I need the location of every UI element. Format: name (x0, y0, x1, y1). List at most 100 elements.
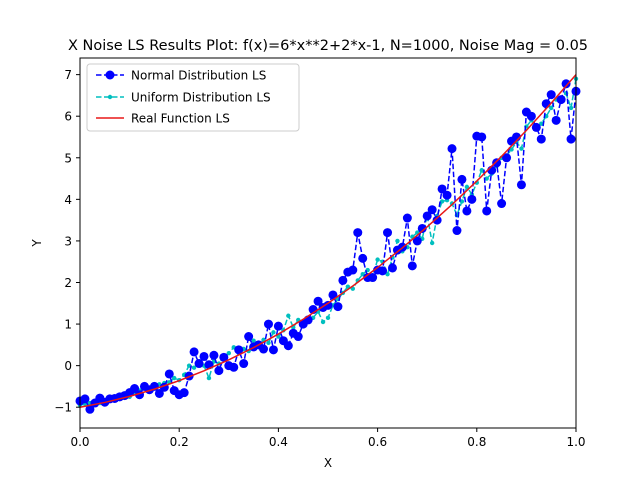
data-point (179, 388, 189, 398)
data-point (407, 261, 417, 271)
data-point (509, 147, 514, 152)
data-point (85, 404, 95, 414)
data-point (154, 388, 164, 398)
data-point (531, 122, 541, 132)
series-2 (79, 74, 577, 408)
data-point (539, 121, 544, 126)
data-point (323, 300, 333, 310)
x-tick-label: 0.2 (170, 435, 189, 449)
data-point (551, 115, 561, 125)
data-point (186, 363, 192, 368)
data-point (375, 257, 380, 262)
y-tick-label: 0 (64, 359, 72, 373)
data-point (313, 296, 323, 306)
legend-entry-normal: Normal Distribution LS (96, 69, 266, 83)
legend-label-real: Real Function LS (131, 112, 230, 126)
y-tick-label: 1 (64, 318, 72, 332)
data-point (209, 350, 219, 360)
series-layer (75, 74, 581, 414)
data-point (387, 263, 397, 273)
data-point (191, 365, 197, 370)
legend-label-uniform: Uniform Distribution LS (131, 91, 271, 105)
x-tick-label: 0.4 (269, 435, 288, 449)
series-line-2 (79, 74, 577, 408)
data-point (482, 206, 492, 216)
data-point (556, 95, 566, 105)
data-point (497, 199, 507, 209)
data-point (464, 184, 470, 190)
data-point (516, 180, 526, 190)
legend-entry-uniform: Uniform Distribution LS (96, 91, 271, 105)
data-point (348, 265, 358, 275)
data-point (402, 213, 412, 223)
data-point (130, 384, 140, 394)
data-point (234, 345, 244, 355)
data-point (541, 99, 551, 109)
data-point (286, 313, 291, 318)
data-point (338, 275, 348, 285)
data-point (429, 240, 435, 246)
data-point (206, 375, 212, 381)
data-point (293, 332, 303, 342)
data-point (80, 394, 90, 404)
x-axis-ticks: 0.0 0.2 0.4 0.6 0.8 1.0 (70, 428, 586, 449)
data-point (345, 284, 351, 289)
data-point (412, 236, 422, 246)
data-point (492, 158, 502, 168)
data-point (427, 205, 437, 215)
data-point (273, 321, 283, 331)
data-point (395, 238, 400, 244)
data-point (199, 351, 209, 361)
plot-frame (79, 57, 577, 429)
data-point (263, 319, 273, 329)
data-point (214, 366, 224, 376)
data-point (353, 228, 363, 238)
legend-box (86, 63, 300, 132)
data-point (447, 144, 457, 154)
y-tick-label: −1 (54, 401, 72, 415)
data-point (244, 332, 254, 342)
data-point (561, 79, 571, 89)
data-point (467, 194, 477, 204)
x-axis-label: X (324, 456, 332, 470)
y-tick-label: 3 (64, 234, 72, 248)
data-point (194, 359, 204, 369)
legend-entry-real: Real Function LS (96, 112, 230, 126)
data-point (268, 345, 278, 355)
y-tick-label: 2 (64, 276, 72, 290)
data-point (432, 215, 442, 225)
legend-marker-uniform (107, 94, 113, 100)
legend-label-normal: Normal Distribution LS (131, 69, 266, 83)
data-point (546, 90, 556, 100)
y-tick-label: 7 (64, 68, 72, 82)
data-point (422, 211, 432, 221)
y-axis-ticks: −1 0 1 2 3 4 5 6 7 (54, 68, 80, 415)
data-point (320, 319, 326, 325)
data-point (439, 199, 445, 204)
data-point (519, 146, 524, 151)
data-point (549, 105, 554, 111)
x-tick-label: 0.0 (70, 435, 89, 449)
x-tick-label: 0.8 (467, 435, 486, 449)
data-point (368, 273, 378, 283)
y-tick-label: 5 (64, 151, 72, 165)
data-point (477, 132, 487, 142)
data-point (172, 375, 177, 381)
data-point (164, 369, 174, 379)
chart-title: X Noise LS Results Plot: f(x)=6*x**2+2*x… (68, 38, 588, 54)
data-point (226, 350, 231, 356)
data-point (526, 111, 536, 121)
data-point (568, 105, 574, 111)
data-point (566, 134, 576, 144)
data-point (271, 330, 276, 335)
data-point (259, 344, 269, 354)
data-point (325, 315, 331, 321)
data-point (479, 168, 484, 173)
data-point (437, 184, 447, 194)
data-point (536, 134, 546, 144)
data-point (283, 341, 293, 351)
y-tick-label: 4 (64, 193, 72, 207)
data-point (452, 226, 462, 236)
data-point (333, 302, 343, 312)
data-point (502, 153, 512, 163)
